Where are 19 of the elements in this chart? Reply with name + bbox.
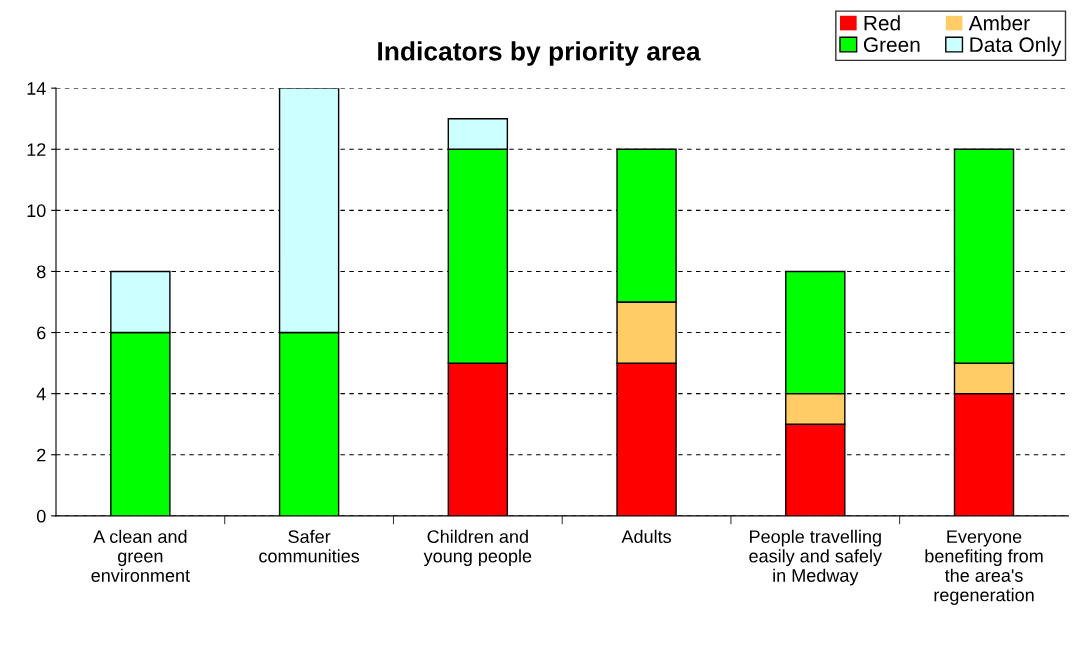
legend-label: Green: [863, 37, 920, 53]
y-tick-label: 10: [27, 204, 46, 218]
x-tick-label: People travelling easily and safely in Medway: [749, 529, 882, 586]
y-tick-label: 12: [27, 143, 46, 156]
legend-label: Red: [864, 15, 900, 31]
y-tick-label: 0: [36, 509, 46, 523]
x-tick-label: Adults: [621, 529, 671, 544]
y-tick-label: 6: [37, 326, 46, 340]
y-tick-label: 2: [37, 448, 46, 462]
x-tick-label: A clean and green environment: [91, 529, 190, 582]
y-tick-label: 8: [37, 265, 46, 279]
x-tick-label: Safer communities: [259, 529, 360, 563]
chart-title: Indicators by priority area: [378, 41, 701, 66]
legend-label: Amber: [968, 15, 1030, 31]
y-tick-label: 14: [27, 82, 46, 95]
x-tick-label: Everyone benefiting from the area's regeneration: [925, 530, 1043, 605]
y-tick-label: 4: [36, 387, 46, 401]
x-tick-label: Children and young people: [423, 529, 532, 567]
legend-label: Data Only: [970, 36, 1062, 57]
